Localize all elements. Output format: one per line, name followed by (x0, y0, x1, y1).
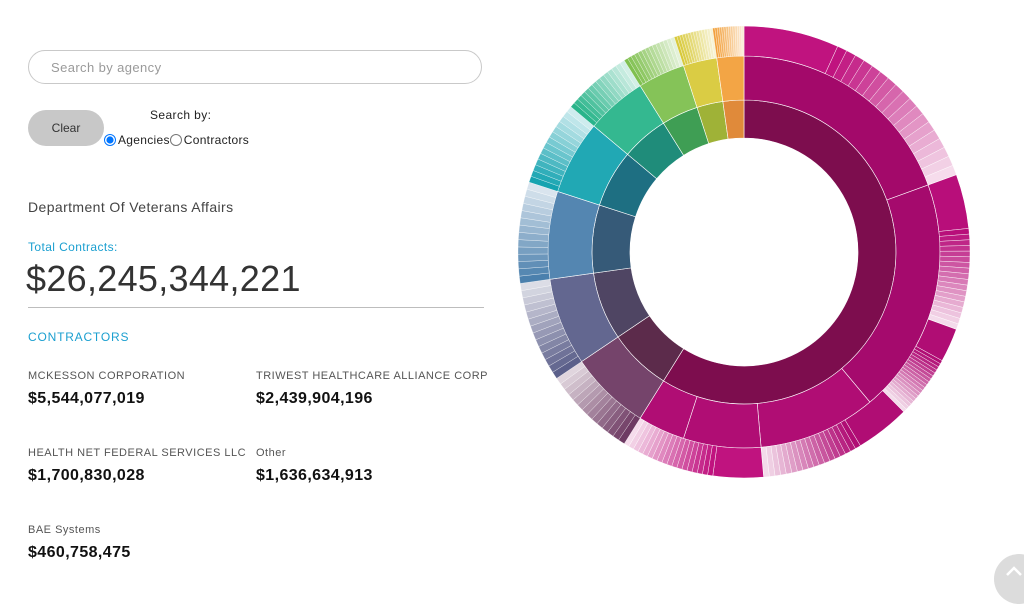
agency-search-input[interactable] (28, 50, 482, 84)
contractors-option-label: Contractors (183, 133, 250, 147)
contractor-amount: $1,700,830,028 (28, 467, 145, 484)
contractor-amount: $1,636,634,913 (256, 467, 373, 484)
scroll-top-button[interactable] (994, 554, 1024, 604)
contractor-name: MCKESSON CORPORATION (28, 370, 186, 382)
contractor-item: BAE Systems $460,758,475 (28, 524, 131, 562)
agencies-option-label: Agencies (118, 133, 170, 147)
contractor-amount: $460,758,475 (28, 544, 131, 561)
sunburst-segment-outer[interactable] (939, 250, 971, 258)
contractor-name: HEALTH NET FEDERAL SERVICES LLC (28, 447, 247, 459)
contractor-name: BAE Systems (28, 524, 101, 536)
total-contracts-value: $26,245,344,221 (26, 258, 301, 299)
agencies-option[interactable]: Agencies (104, 133, 170, 147)
contractors-heading: CONTRACTORS (28, 330, 130, 344)
sunburst-segment-middle[interactable] (547, 191, 600, 280)
contractor-amount: $2,439,904,196 (256, 390, 373, 407)
contractor-name: TRIWEST HEALTHCARE ALLIANCE CORP (256, 370, 488, 382)
search-by-label: Search by: (150, 108, 212, 122)
contractor-item: HEALTH NET FEDERAL SERVICES LLC $1,700,8… (28, 447, 246, 485)
sunburst-segment-inner[interactable] (591, 204, 636, 274)
contractor-item: TRIWEST HEALTHCARE ALLIANCE CORP $2,439,… (256, 370, 488, 408)
chevron-up-icon (1006, 566, 1022, 576)
sunburst-segment-outer[interactable] (517, 253, 549, 262)
contractor-item: MCKESSON CORPORATION $5,544,077,019 (28, 370, 185, 408)
agency-name: Department Of Veterans Affairs (28, 199, 234, 215)
sunburst-segment-outer[interactable] (712, 445, 765, 479)
sunburst-segment-outer[interactable] (741, 25, 745, 57)
total-contracts-label: Total Contracts: (28, 240, 118, 254)
sunburst-chart[interactable] (500, 0, 1000, 500)
agencies-radio[interactable] (104, 134, 116, 146)
contractors-option[interactable]: Contractors (169, 133, 250, 147)
contractor-amount: $5,544,077,019 (28, 390, 145, 407)
contractor-name: Other (256, 447, 287, 459)
sunburst-segment-middle[interactable] (683, 396, 762, 449)
divider (28, 307, 484, 308)
contractor-item: Other $1,636,634,913 (256, 447, 373, 485)
contractors-radio[interactable] (169, 134, 182, 146)
sunburst-segment-outer[interactable] (939, 245, 971, 252)
sunburst-segment-outer[interactable] (517, 246, 549, 255)
clear-button[interactable]: Clear (28, 110, 104, 146)
search-by-options: Agencies Contractors (104, 133, 249, 147)
